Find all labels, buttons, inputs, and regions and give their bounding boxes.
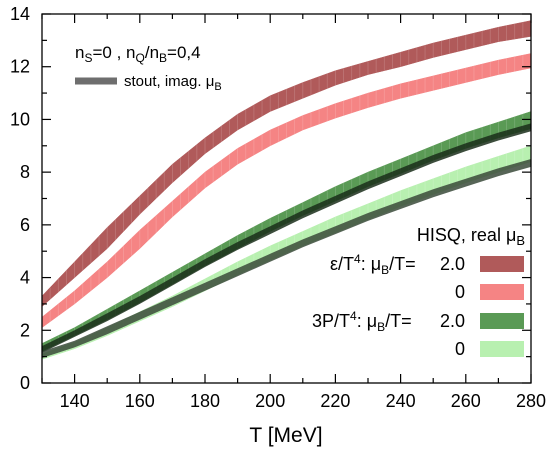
y-tick-label: 8 [20,162,30,182]
legend-p-group-label: 3P/T4: μB/T= [312,309,412,334]
x-tick-label: 140 [60,391,90,411]
legend: HISQ, real μB ε/T4: μB/T= 2.0 0 3P/T4: μ… [312,225,525,359]
legend-title: HISQ, real μB [417,225,525,248]
y-tick-labels: 0 2 4 6 8 10 12 14 [10,4,30,393]
legend-eps-group-label: ε/T4: μB/T= [330,252,416,277]
y-tick-label: 0 [20,373,30,393]
legend-swatch-eps-0 [480,284,524,300]
x-tick-label: 260 [451,391,481,411]
x-tick-label: 180 [190,391,220,411]
y-tick-label: 6 [20,215,30,235]
x-tick-label: 160 [125,391,155,411]
x-tick-label: 240 [386,391,416,411]
stout-band-1 [42,159,531,358]
band-energy-mu-2-0 [42,20,531,307]
x-axis-title: T [MeV] [249,424,322,447]
stout-legend-label: stout, imag. μB [124,73,222,93]
legend-eps-value-2: 2.0 [440,254,465,274]
legend-p-value-2: 2.0 [440,311,465,331]
y-tick-label: 14 [10,4,30,24]
x-tick-label: 200 [255,391,285,411]
y-tick-label: 12 [10,57,30,77]
x-tick-label: 220 [320,391,350,411]
legend-swatch-p-0 [480,341,524,357]
legend-eps-value-0: 0 [455,282,465,302]
band-energy-mu-0 [42,53,531,328]
y-tick-label: 4 [20,268,30,288]
x-tick-label: 280 [516,391,546,411]
axis-ticks [41,13,532,384]
y-tick-label: 2 [20,320,30,340]
legend-p-value-0: 0 [455,339,465,359]
data-bands [42,20,531,360]
y-tick-label: 10 [10,109,30,129]
legend-swatch-eps-2 [480,256,524,272]
x-tick-labels: 140 160 180 200 220 240 260 280 [60,391,546,411]
condition-annotation: nS=0 , nQ/nB=0,4 [75,43,201,65]
legend-swatch-p-2 [480,313,524,329]
stout-bands [42,123,531,358]
